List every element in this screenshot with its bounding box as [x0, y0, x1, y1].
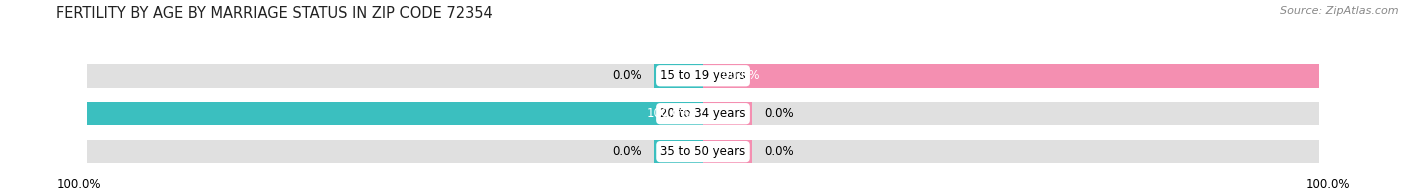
Text: 0.0%: 0.0% [612, 69, 641, 82]
Text: FERTILITY BY AGE BY MARRIAGE STATUS IN ZIP CODE 72354: FERTILITY BY AGE BY MARRIAGE STATUS IN Z… [56, 6, 494, 21]
Text: 15 to 19 years: 15 to 19 years [661, 69, 745, 82]
Bar [703, 102, 752, 125]
Bar [654, 140, 703, 163]
Text: 100.0%: 100.0% [716, 69, 759, 82]
Bar [654, 64, 703, 87]
Text: 100.0%: 100.0% [1305, 178, 1350, 191]
Text: 0.0%: 0.0% [765, 145, 794, 158]
Text: 100.0%: 100.0% [56, 178, 101, 191]
Text: 100.0%: 100.0% [647, 107, 690, 120]
Text: 35 to 50 years: 35 to 50 years [661, 145, 745, 158]
Bar [703, 64, 1319, 87]
Bar [703, 64, 1319, 87]
Bar [703, 102, 1319, 125]
Text: 20 to 34 years: 20 to 34 years [661, 107, 745, 120]
Bar [87, 102, 703, 125]
Bar [703, 140, 1319, 163]
Text: 0.0%: 0.0% [765, 107, 794, 120]
Text: 0.0%: 0.0% [612, 145, 641, 158]
Bar [87, 102, 703, 125]
Bar [703, 140, 752, 163]
Text: Source: ZipAtlas.com: Source: ZipAtlas.com [1281, 6, 1399, 16]
Bar [87, 64, 703, 87]
Bar [87, 140, 703, 163]
